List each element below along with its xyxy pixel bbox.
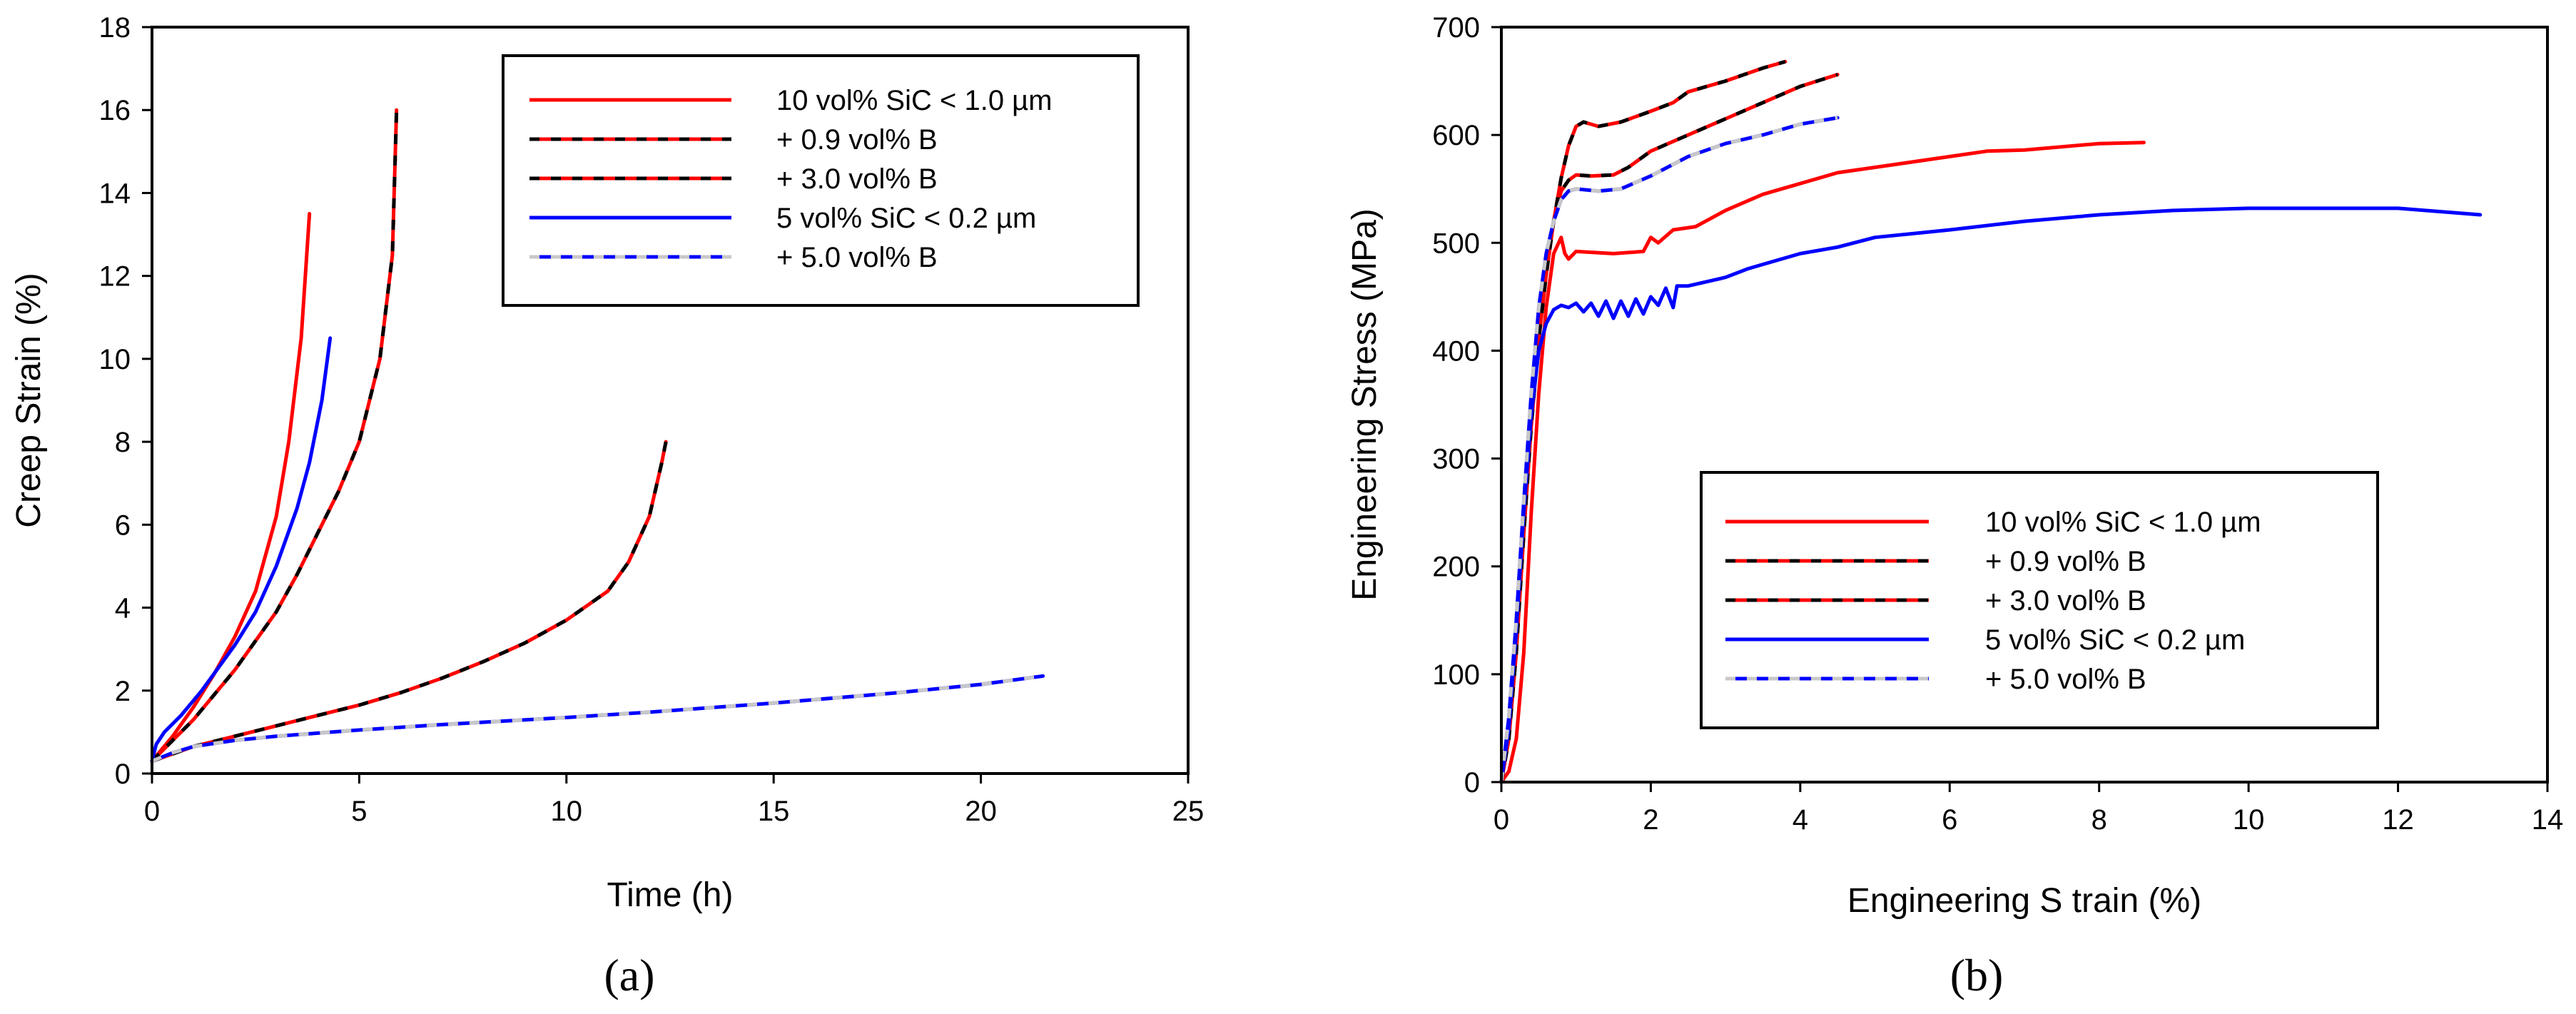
panel-a-series-2-dash [151, 441, 668, 763]
panel-a-y-tick-label: 4 [115, 593, 131, 624]
panel-b-caption: (b) [1950, 950, 2004, 1000]
panel-b-legend-label: + 5.0 vol% B [1985, 664, 2146, 695]
panel-b-x-tick-label: 2 [1643, 804, 1658, 836]
panel-a-y-tick-label: 14 [99, 178, 131, 209]
panel-a-series-0-line [150, 212, 312, 764]
panel-a-series-4-dash [151, 674, 1044, 763]
panel-b-y-tick-label: 600 [1432, 120, 1480, 151]
panel-b-series-1-dash [1499, 59, 1786, 783]
panel-b-y-tick-label: 400 [1432, 335, 1480, 367]
panel-a-legend-label: + 0.9 vol% B [776, 124, 938, 156]
panel-b-legend-label: + 3.0 vol% B [1985, 585, 2146, 617]
panel-a-y-tick-label: 10 [99, 344, 131, 375]
panel-a-x-tick-label: 20 [965, 796, 997, 827]
panel-a-series-2-line [150, 440, 668, 764]
panel-b-x-tick-label: 6 [1942, 804, 1957, 836]
panel-a-legend-label: + 3.0 vol% B [776, 163, 938, 195]
panel-a-x-tick-label: 5 [351, 796, 367, 827]
panel-a-caption: (a) [604, 950, 654, 1000]
panel-b-series-2-dash [1499, 73, 1838, 783]
panel-b-x-tick-label: 14 [2532, 804, 2564, 836]
panel-a-y-tick-label: 0 [115, 759, 131, 790]
panel-b-x-tick-label: 10 [2233, 804, 2265, 836]
panel-a-x-axis-label: Time (h) [607, 876, 734, 914]
panel-b-legend-label: + 0.9 vol% B [1985, 546, 2146, 577]
panel-a-x-tick-label: 25 [1172, 796, 1205, 827]
panel-b-legend-label: 10 vol% SiC < 1.0 µm [1985, 507, 2261, 538]
panel-a-legend-label: 10 vol% SiC < 1.0 µm [776, 85, 1053, 116]
panel-a-y-tick-label: 16 [99, 95, 131, 126]
panel-a-legend-label: 5 vol% SiC < 0.2 µm [776, 203, 1036, 234]
panel-a-legend-box [502, 54, 1140, 307]
panel-a-plot-frame [151, 26, 1190, 775]
panel-a-series-1-dash [151, 110, 399, 763]
panel-b-y-tick-label: 200 [1432, 552, 1480, 583]
panel-b-x-tick-label: 8 [2091, 804, 2107, 836]
panel-b-y-tick-label: 700 [1432, 12, 1480, 44]
panel-b-x-tick-label: 12 [2382, 804, 2414, 836]
panel-b-x-tick-label: 0 [1494, 804, 1509, 836]
panel-a-legend: 10 vol% SiC < 1.0 µm + 0.9 vol% B + 3.0 vo… [502, 54, 1140, 307]
panel-a-y-tick-label: 6 [115, 509, 131, 541]
panel-a-x-tick-label: 10 [551, 796, 583, 827]
panel-a-legend-label: + 5.0 vol% B [776, 242, 938, 273]
panel-a-y-axis-label: Creep Strain (%) [10, 273, 48, 527]
panel-b-y-tick-label: 300 [1432, 444, 1480, 475]
panel-b-legend: 10 vol% SiC < 1.0 µm + 0.9 vol% B + 3.0 vo… [1700, 471, 2379, 729]
panel-b-series-0-line [1499, 141, 2146, 784]
panel-b-y-axis-label: Engineering Stress (MPa) [1346, 208, 1384, 601]
panel-a-x-tick-label: 15 [758, 796, 790, 827]
panel-b-x-tick-label: 4 [1792, 804, 1808, 836]
panel-b-x-axis-label: Engineering S train (%) [1847, 882, 2201, 920]
panel-b-series-3-line [1499, 206, 2483, 784]
panel-a-chart: 0 5 10 15 20 25 0 2 4 6 8 10 12 14 16 18 Time (h) Creep… [10, 12, 1204, 914]
panel-b-legend-label: 5 vol% SiC < 0.2 µm [1985, 624, 2245, 656]
panel-a-series-3-line [150, 336, 333, 764]
panel-b-y-tick-label: 100 [1432, 659, 1480, 691]
panel-a-y-tick-label: 12 [99, 261, 131, 293]
panel-a-y-tick-label: 8 [115, 427, 131, 458]
panel-b-y-tick-label: 0 [1464, 767, 1480, 798]
panel-b-series-4-dash [1499, 116, 1838, 783]
panel-a-y-tick-label: 18 [99, 12, 131, 44]
panel-a-x-tick-label: 0 [144, 796, 160, 827]
panel-a-y-tick-label: 2 [115, 676, 131, 707]
panel-b-plot-frame [1500, 26, 2549, 784]
panel-b-y-tick-label: 500 [1432, 228, 1480, 259]
panel-b-chart: 0 2 4 6 8 10 12 14 0 100 200 300 400 500 600 700 Engine… [1346, 12, 2563, 920]
panel-a-series-4-line [150, 674, 1045, 764]
